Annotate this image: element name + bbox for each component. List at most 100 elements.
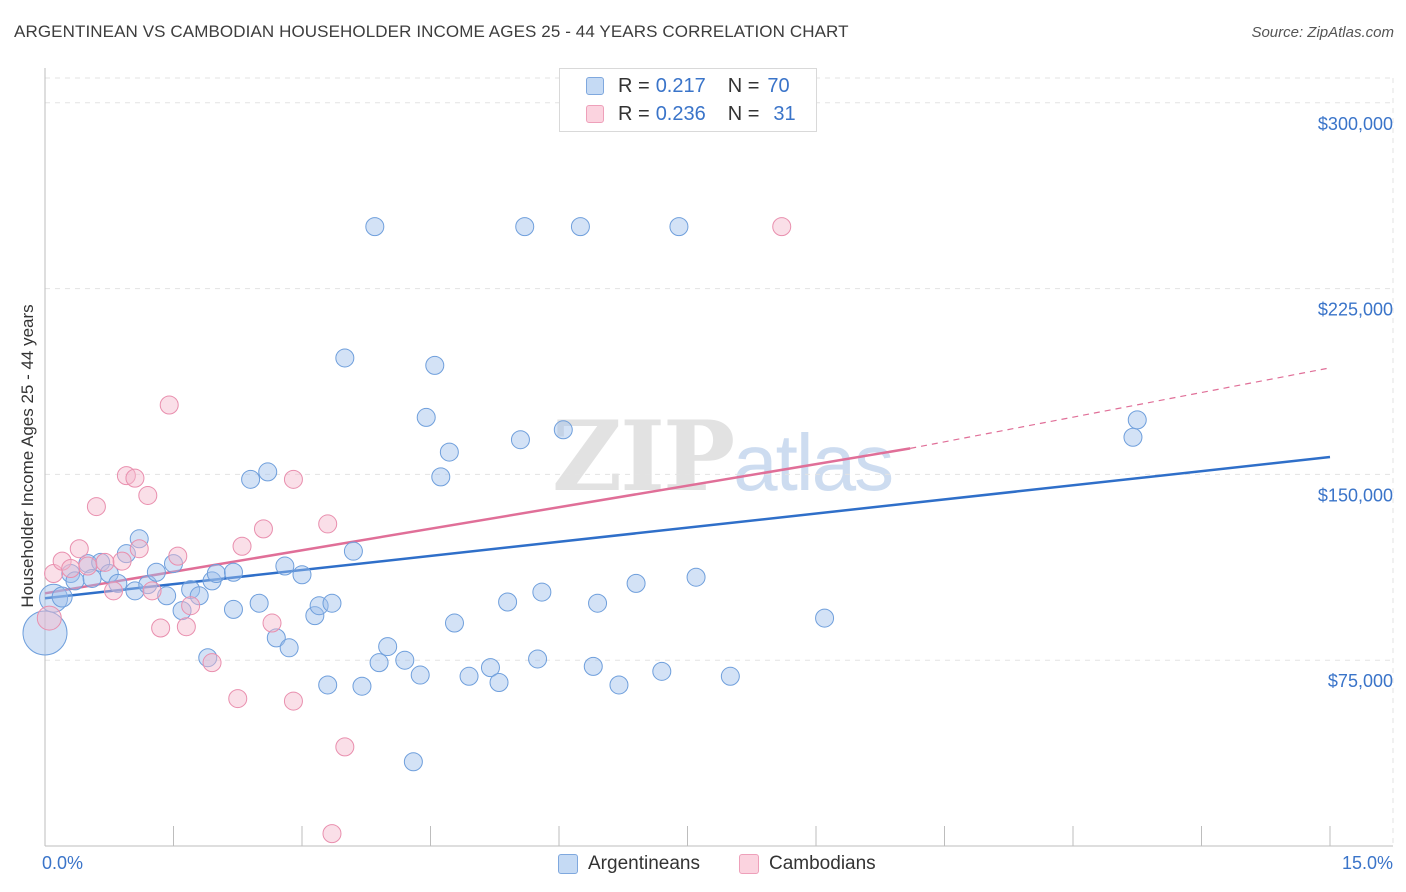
x-tick-label: 15.0% (1342, 853, 1393, 873)
bottom-legend-label: Argentineans (588, 853, 700, 874)
legend-r-value: 0.217 (655, 74, 706, 97)
point-argentineans (609, 675, 629, 695)
point-argentineans (223, 599, 243, 619)
point-argentineans (206, 563, 226, 583)
point-argentineans (146, 562, 166, 582)
legend-n-label: N = (727, 74, 760, 97)
point-argentineans (669, 217, 689, 237)
bottom-swatch-argentineans (558, 854, 578, 874)
point-argentineans (365, 217, 385, 237)
point-cambodians (151, 618, 171, 638)
legend-r-label: R = (618, 74, 650, 97)
point-argentineans (498, 592, 518, 612)
point-argentineans (626, 573, 646, 593)
x-tick-label: 0.0% (42, 853, 83, 873)
point-argentineans (292, 565, 312, 585)
point-argentineans (241, 469, 261, 489)
point-argentineans (65, 571, 85, 591)
point-argentineans (815, 608, 835, 628)
point-argentineans (369, 653, 389, 673)
point-cambodians (322, 824, 342, 844)
point-argentineans (439, 442, 459, 462)
point-argentineans (480, 658, 500, 678)
point-cambodians (262, 613, 282, 633)
y-tick-label: $300,000 (1318, 114, 1393, 134)
point-cambodians (36, 605, 62, 631)
point-argentineans (444, 613, 464, 633)
point-argentineans (275, 556, 295, 576)
legend-n-label: N = (727, 102, 760, 125)
legend-row-argentineans: R = 0.217 N = 70 (586, 73, 790, 99)
point-cambodians (159, 395, 179, 415)
trend-extension-cambodians (910, 367, 1331, 449)
point-argentineans (39, 583, 69, 613)
point-cambodians (168, 546, 188, 566)
point-argentineans (249, 593, 269, 613)
legend-swatch-cambodians (586, 105, 604, 123)
axes (44, 68, 1393, 847)
point-cambodians (202, 653, 222, 673)
point-argentineans (258, 462, 278, 482)
point-argentineans (223, 562, 243, 582)
point-cambodians (283, 469, 303, 489)
point-argentineans (279, 638, 299, 658)
point-argentineans (489, 672, 509, 692)
point-cambodians (69, 539, 89, 559)
point-cambodians (104, 581, 124, 601)
legend-r-label: R = (618, 102, 650, 125)
point-cambodians (232, 536, 252, 556)
point-argentineans (378, 637, 398, 657)
gridlines (45, 77, 1394, 846)
point-cambodians (95, 552, 115, 572)
trend-lines (44, 367, 1331, 600)
bottom-legend-label: Cambodians (769, 853, 876, 874)
point-argentineans (343, 541, 363, 561)
point-argentineans (1123, 427, 1143, 447)
legend-r-value: 0.236 (655, 102, 706, 125)
point-cambodians (228, 689, 248, 709)
legend-n-value: 31 (773, 102, 796, 125)
point-cambodians (283, 691, 303, 711)
point-argentineans (588, 593, 608, 613)
point-argentineans (459, 666, 479, 686)
point-cambodians (142, 581, 162, 601)
legend-row-cambodians: R = 0.236 N = 31 (586, 101, 796, 127)
point-argentineans (352, 676, 372, 696)
chart-title: ARGENTINEAN VS CAMBODIAN HOUSEHOLDER INC… (14, 22, 849, 41)
point-argentineans (1127, 410, 1147, 430)
point-argentineans (720, 666, 740, 686)
bottom-swatch-cambodians (739, 854, 759, 874)
y-axis-label: Householder Income Ages 25 - 44 years (18, 304, 37, 608)
y-tick-label: $75,000 (1328, 671, 1393, 691)
point-argentineans (305, 606, 325, 626)
trend-line-cambodians (44, 447, 911, 595)
trend-line-argentineans (44, 455, 1331, 600)
point-cambodians (86, 497, 106, 517)
point-cambodians (253, 519, 273, 539)
bottom-legend-argentineans: Argentineans (558, 852, 700, 876)
point-argentineans (335, 348, 355, 368)
point-argentineans (410, 665, 430, 685)
y-tick-label: $225,000 (1318, 300, 1393, 320)
point-argentineans (322, 593, 342, 613)
point-cambodians (138, 485, 158, 505)
point-argentineans (403, 752, 423, 772)
point-argentineans (157, 586, 177, 606)
legend-n-value: 70 (767, 74, 790, 97)
point-cambodians (112, 551, 132, 571)
tick-labels: $75,000 $150,000 $225,000 $300,000 0.0% 15.0% (42, 114, 1393, 873)
point-argentineans (82, 568, 102, 588)
point-cambodians (176, 617, 196, 637)
point-argentineans (51, 586, 73, 608)
point-argentineans (425, 355, 445, 375)
data-points (22, 217, 1147, 844)
point-argentineans (583, 656, 603, 676)
point-argentineans (528, 649, 548, 669)
point-argentineans (515, 217, 535, 237)
point-argentineans (532, 582, 552, 602)
point-cambodians (129, 539, 149, 559)
bottom-legend-cambodians: Cambodians (739, 852, 876, 876)
point-argentineans (266, 628, 286, 648)
point-argentineans (570, 217, 590, 237)
